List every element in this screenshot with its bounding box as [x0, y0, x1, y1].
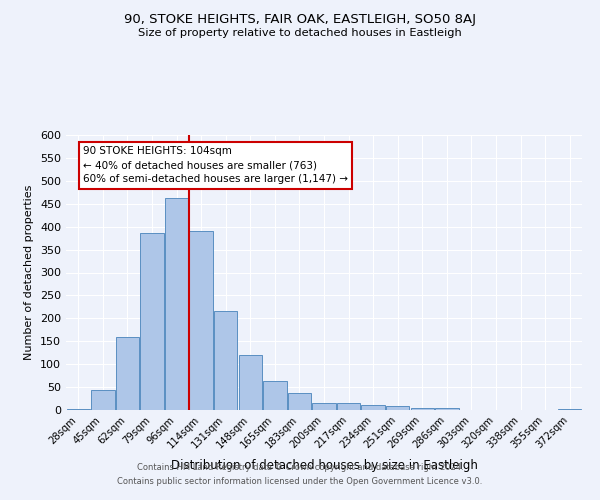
Bar — [67, 408, 90, 410]
Bar — [239, 354, 262, 410]
Bar — [410, 408, 434, 410]
Bar — [386, 406, 409, 410]
X-axis label: Distribution of detached houses by size in Eastleigh: Distribution of detached houses by size … — [170, 459, 478, 472]
Text: Contains public sector information licensed under the Open Government Licence v3: Contains public sector information licen… — [118, 477, 482, 486]
Bar — [91, 390, 115, 410]
Text: 90 STOKE HEIGHTS: 104sqm
← 40% of detached houses are smaller (763)
60% of semi-: 90 STOKE HEIGHTS: 104sqm ← 40% of detach… — [83, 146, 348, 184]
Bar — [263, 381, 287, 410]
Bar — [435, 408, 458, 410]
Bar — [214, 311, 238, 410]
Text: Contains HM Land Registry data © Crown copyright and database right 2024.: Contains HM Land Registry data © Crown c… — [137, 464, 463, 472]
Bar — [116, 336, 139, 410]
Bar — [313, 402, 335, 410]
Bar — [140, 232, 164, 410]
Bar — [190, 231, 213, 410]
Bar — [558, 409, 581, 410]
Bar — [337, 402, 360, 410]
Bar — [288, 393, 311, 410]
Bar — [165, 198, 188, 410]
Y-axis label: Number of detached properties: Number of detached properties — [25, 185, 34, 360]
Bar — [361, 405, 385, 410]
Text: 90, STOKE HEIGHTS, FAIR OAK, EASTLEIGH, SO50 8AJ: 90, STOKE HEIGHTS, FAIR OAK, EASTLEIGH, … — [124, 12, 476, 26]
Text: Size of property relative to detached houses in Eastleigh: Size of property relative to detached ho… — [138, 28, 462, 38]
